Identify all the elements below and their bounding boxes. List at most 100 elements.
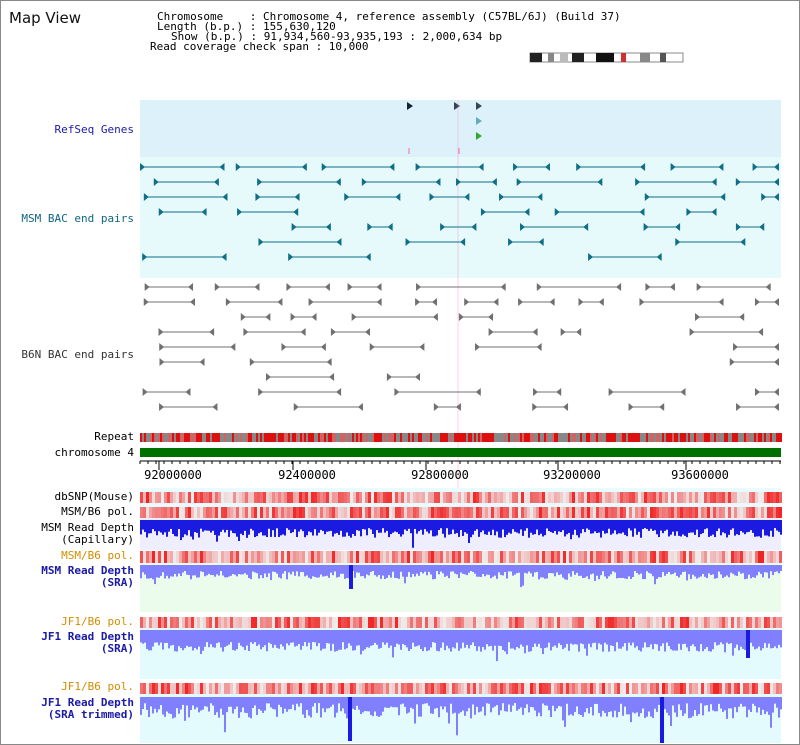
dbsnp-cell	[776, 492, 779, 503]
jf1-pol-cell	[614, 617, 617, 628]
repeat-block	[612, 433, 614, 442]
jf1-trim-depth-bar	[444, 697, 446, 707]
repeat-block	[382, 433, 384, 442]
jf1-pol2-cell	[458, 683, 461, 694]
msm-sra-depth-bar	[172, 565, 174, 577]
jf1-depth-bar	[648, 630, 650, 648]
msm-cap-depth-bar	[498, 520, 500, 538]
jf1-pol-cell	[197, 617, 200, 628]
msm-cap-depth-bar	[392, 520, 394, 533]
jf1-depth-bar	[146, 630, 148, 649]
jf1-pol-cell	[386, 617, 389, 628]
repeat-block	[230, 433, 232, 442]
jf1-pol-cell	[299, 617, 302, 628]
jf1-pol-cell	[548, 617, 551, 628]
msm-pol-cell	[734, 507, 737, 518]
msm-sra-depth-bar	[364, 565, 366, 579]
msm-sra-depth-bar	[506, 565, 508, 579]
track-label-msm-b6-pol-2[interactable]: MSM/B6 pol.	[61, 549, 134, 562]
jf1-trim-depth-bar	[266, 697, 268, 704]
repeat-block	[772, 433, 774, 442]
repeat-block	[706, 433, 708, 442]
track-label-dbsnp[interactable]: dbSNP(Mouse)	[54, 490, 134, 503]
repeat-block	[206, 433, 208, 442]
jf1-trim-depth-bar	[638, 697, 640, 717]
msm-sra-depth-bar	[384, 565, 386, 580]
dbsnp-cell	[383, 492, 386, 503]
msm-cap-depth-bar	[528, 520, 530, 538]
msm-sra-depth-bar	[546, 565, 548, 579]
repeat-block	[524, 433, 526, 442]
msm-pol-cell	[395, 507, 398, 518]
track-label-refseq-genes[interactable]: RefSeq Genes	[54, 123, 134, 136]
jf1-pol2-cell	[161, 683, 164, 694]
msm-cap-depth-bar	[252, 520, 254, 531]
msm-cap-depth-bar	[406, 520, 408, 531]
jf1-pol-cell	[719, 617, 722, 628]
msm-cap-depth-bar	[690, 520, 692, 533]
track-label-b6n-bac-end-pairs[interactable]: B6N BAC end pairs	[21, 348, 134, 361]
msm-pol2-cell	[452, 551, 455, 563]
jf1-pol-cell	[194, 617, 197, 628]
jf1-pol2-cell	[173, 683, 176, 694]
track-label-jf1-b6-pol[interactable]: JF1/B6 pol.	[61, 615, 134, 628]
dbsnp-cell	[422, 492, 425, 503]
msm-sra-depth-bar	[342, 565, 344, 574]
repeat-block	[394, 433, 396, 442]
jf1-depth-bar	[412, 630, 414, 643]
jf1-trim-depth-bar	[496, 697, 498, 706]
msm-sra-depth-bar	[600, 565, 602, 576]
jf1-pol2-cell	[158, 683, 161, 694]
msm-cap-depth-bar	[708, 520, 710, 537]
msm-cap-depth-bar	[242, 520, 244, 536]
jf1-trim-depth-bar	[250, 697, 252, 719]
jf1-pol-cell	[227, 617, 230, 628]
msm-bac-end	[640, 163, 646, 171]
dbsnp-cell	[620, 492, 623, 503]
msm-cap-depth-bar	[602, 520, 604, 531]
track-label-jf1-read-depth-trimmed[interactable]: JF1 Read Depth	[41, 696, 134, 709]
msm-pol2-cell	[482, 551, 485, 563]
track-label-msm-bac-end-pairs[interactable]: MSM BAC end pairs	[21, 212, 134, 225]
repeat-block	[442, 433, 444, 442]
jf1-trim-depth-bar	[402, 697, 404, 704]
dbsnp-cell	[500, 492, 503, 503]
jf1-depth-bar	[580, 630, 582, 644]
jf1-depth-bar	[612, 630, 614, 647]
msm-pol2-cell	[416, 551, 419, 563]
repeat-block	[314, 433, 316, 442]
jf1-trim-depth-bar	[732, 697, 734, 719]
jf1-trim-depth-bar	[318, 697, 320, 704]
track-label-jf1-b6-pol-2[interactable]: JF1/B6 pol.	[61, 680, 134, 693]
jf1-trim-depth-bar	[446, 697, 448, 713]
b6n-bac-end	[774, 298, 779, 306]
msm-cap-depth-bar	[748, 520, 750, 532]
msm-bac-end	[735, 178, 741, 186]
track-label-msm-b6-pol[interactable]: MSM/B6 pol.	[61, 505, 134, 518]
msm-cap-depth-bar	[594, 520, 596, 532]
jf1-trim-depth-bar	[546, 697, 548, 706]
jf1-trim-depth-bar	[658, 697, 660, 705]
jf1-pol2-cell	[710, 683, 713, 694]
msm-sra-depth-bar	[146, 565, 148, 579]
msm-pol2-cell	[545, 551, 548, 563]
msm-sra-depth-bar	[196, 565, 198, 578]
msm-cap-depth-bar	[700, 520, 702, 535]
dbsnp-cell	[692, 492, 695, 503]
msm-sra-depth-bar	[730, 565, 732, 573]
msm-pol2-cell	[716, 551, 719, 563]
msm-sra-depth-bar	[684, 565, 686, 572]
msm-sra-depth-bar	[536, 565, 538, 572]
msm-pol-cell	[749, 507, 752, 518]
msm-bac-end	[639, 208, 645, 216]
track-label-msm-read-depth-sra[interactable]: MSM Read Depth	[41, 564, 134, 577]
msm-cap-depth-bar	[650, 520, 652, 529]
dbsnp-cell	[233, 492, 236, 503]
msm-bac-end	[321, 163, 327, 171]
msm-sra-depth-bar	[640, 565, 642, 574]
msm-pol-cell	[653, 507, 656, 518]
track-label-msm-read-depth-capillary[interactable]: MSM Read Depth	[41, 521, 134, 534]
msm-pol-cell	[368, 507, 371, 518]
track-label-jf1-read-depth[interactable]: JF1 Read Depth	[41, 630, 134, 643]
